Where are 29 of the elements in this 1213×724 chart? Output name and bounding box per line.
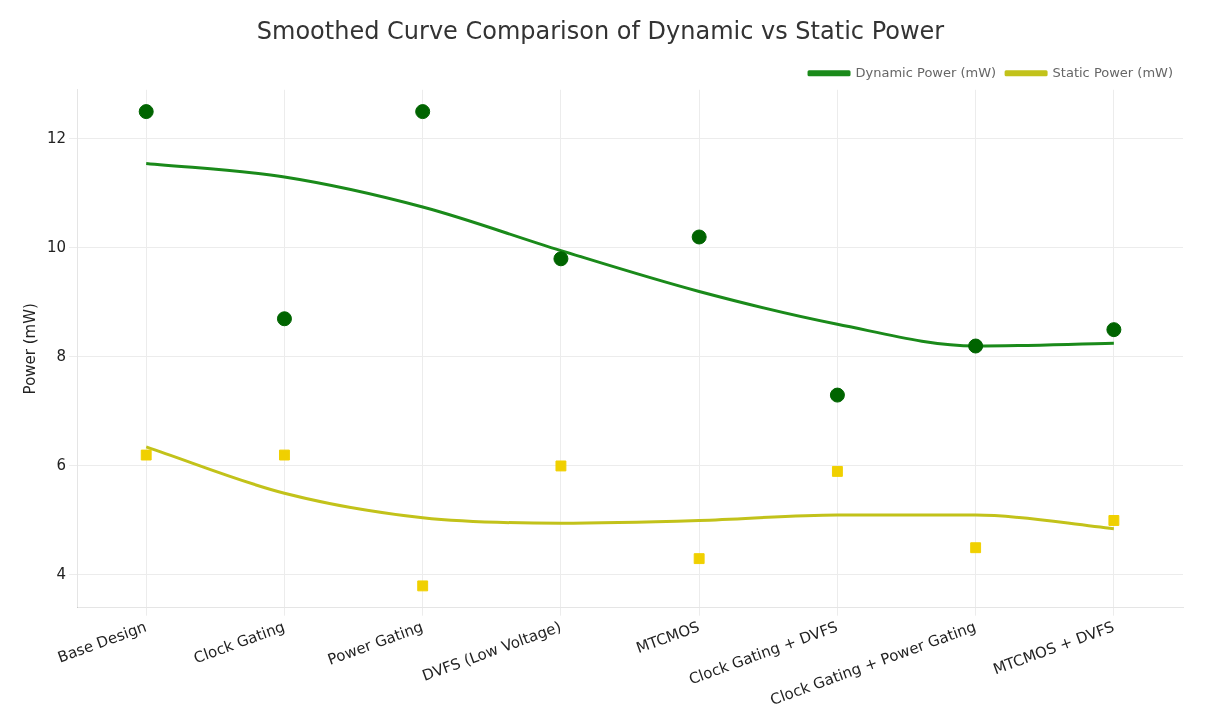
x-tick-label: Clock Gating	[191, 617, 288, 668]
point	[1106, 322, 1122, 338]
chart-title: Smoothed Curve Comparison of Dynamic vs Static Power	[256, 16, 945, 45]
point	[415, 104, 431, 120]
point	[553, 251, 569, 267]
y-tick-label: 8	[56, 346, 67, 365]
point	[970, 542, 982, 554]
legend-label: Static Power (mW)	[1052, 64, 1173, 80]
point	[693, 553, 705, 565]
point	[276, 311, 292, 327]
point	[831, 465, 843, 477]
point	[279, 449, 290, 461]
point	[417, 580, 429, 592]
point	[138, 104, 154, 120]
point	[1108, 515, 1120, 526]
legend-label: Dynamic Power (mW)	[855, 64, 997, 80]
y-tick-label: 6	[56, 455, 67, 474]
point	[691, 229, 707, 245]
x-tick-label: Base Design	[55, 617, 149, 667]
point	[968, 338, 984, 354]
point	[140, 449, 152, 461]
line-series	[144, 445, 1116, 531]
y-tick-label: 10	[46, 237, 67, 256]
y-tick-label: 4	[56, 564, 67, 583]
point	[555, 460, 567, 472]
y-tick-label: 12	[46, 128, 67, 147]
x-tick-label: Power Gating	[325, 617, 426, 669]
point	[829, 387, 845, 403]
y-axis-title: Power (mW)	[20, 303, 39, 395]
